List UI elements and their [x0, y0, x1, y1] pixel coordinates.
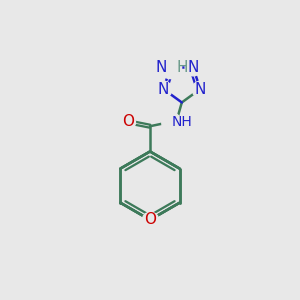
Text: O: O	[144, 212, 156, 227]
Text: H: H	[177, 60, 188, 75]
Text: O: O	[122, 114, 134, 129]
Text: O: O	[144, 212, 156, 227]
Text: NH: NH	[171, 116, 192, 129]
Text: N: N	[194, 82, 206, 97]
Text: N: N	[188, 60, 199, 75]
Text: N: N	[158, 82, 169, 97]
Text: N: N	[155, 60, 167, 75]
